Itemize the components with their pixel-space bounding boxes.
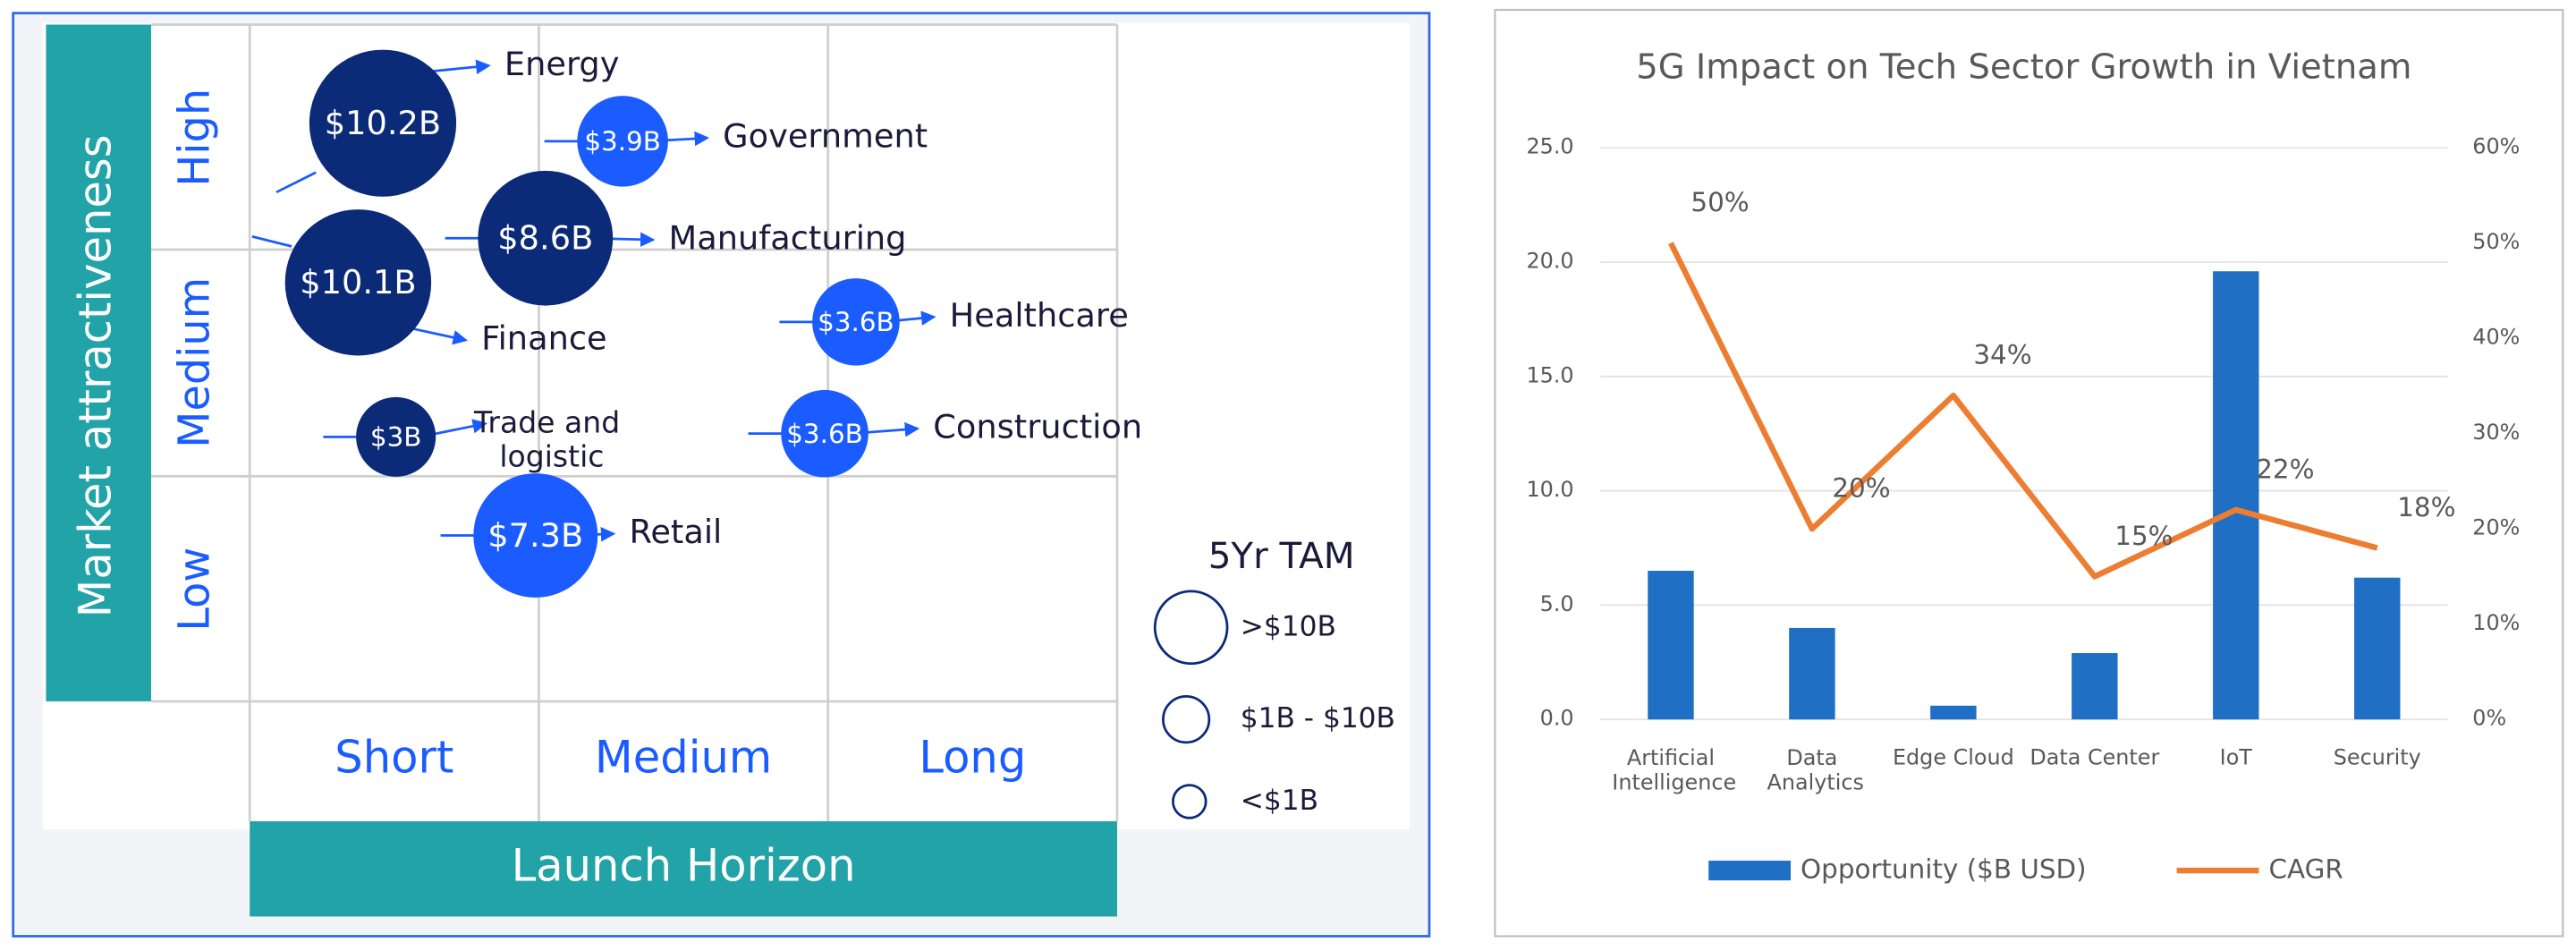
bubble-name: Trade and logistic (473, 404, 620, 473)
legend-swatch (1708, 861, 1792, 881)
bubble (478, 170, 614, 306)
bubble-name: Retail (629, 513, 722, 551)
line-series (1668, 242, 2378, 580)
arrow (251, 235, 292, 248)
y-tick-label: 0.0 (1540, 706, 1574, 731)
legend-symbol (1172, 784, 1208, 819)
data-label: 18% (2397, 492, 2455, 522)
bubble-name: Healthcare (950, 296, 1129, 335)
matrix-bg (42, 22, 1410, 830)
y2-tick-label: 40% (2472, 325, 2520, 350)
x-tick-label: Artificial Intelligence (1606, 745, 1736, 794)
y-tick-label: 15.0 (1526, 362, 1573, 387)
x-tick-label: Security (2334, 745, 2421, 770)
right-panel (1494, 8, 2564, 938)
bubble-value-label: $8.6B (497, 219, 593, 258)
y-tick-label: 5.0 (1540, 591, 1574, 616)
y2-tick-label: 10% (2472, 610, 2520, 635)
legend-label: CAGR (2269, 854, 2343, 885)
bar (2213, 271, 2259, 720)
y-axis-label: Market attractiveness (70, 134, 122, 617)
y2-tick-label: 30% (2472, 420, 2520, 445)
y-category-label: Low (170, 548, 219, 632)
bubble-value-label: $3.6B (818, 307, 894, 337)
bubble-name: Energy (504, 45, 620, 83)
data-label: 22% (2256, 454, 2314, 484)
bubble-name: Finance (481, 319, 607, 358)
y2-tick-label: 50% (2472, 229, 2520, 254)
bubble (473, 473, 598, 598)
legend-label: >$10B (1241, 610, 1336, 642)
legend-label: <$1B (1241, 785, 1318, 817)
y-category-label: Medium (170, 277, 219, 448)
data-label: 20% (1832, 473, 1890, 504)
bubble-name: Government (723, 117, 928, 156)
bubble-value-label: $3B (370, 422, 422, 453)
x-category-label: Medium (595, 732, 772, 784)
bubble (812, 278, 900, 366)
bubble (356, 396, 436, 477)
x-label-band (250, 820, 1117, 917)
y-tick-label: 20.0 (1526, 249, 1573, 274)
chart-title: 5G Impact on Tech Sector Growth in Vietn… (1636, 47, 2411, 88)
y2-tick-label: 20% (2472, 515, 2520, 540)
bubble-name: Construction (933, 408, 1142, 446)
legend-symbol (1162, 695, 1211, 744)
x-axis-label: Launch Horizon (512, 840, 856, 892)
y-tick-label: 10.0 (1526, 477, 1573, 502)
bubble-value-label: $3.9B (584, 126, 661, 157)
x-category-label: Long (919, 732, 1026, 784)
legend-label: Opportunity ($B USD) (1801, 854, 2087, 885)
bubble (781, 389, 869, 478)
bubble-value-label: $3.6B (786, 419, 863, 449)
y-label-band (46, 24, 151, 701)
x-tick-label: Data Analytics (1760, 745, 1864, 794)
bubble (284, 209, 432, 356)
bar (1789, 627, 1835, 720)
y2-tick-label: 0% (2472, 706, 2506, 731)
x-category-label: Short (335, 732, 453, 784)
legend-label: $1B - $10B (1241, 702, 1395, 734)
data-label: 34% (1973, 340, 2031, 370)
x-tick-label: Edge Cloud (1893, 745, 2014, 770)
x-tick-label: IoT (2220, 745, 2253, 770)
bar (2072, 653, 2118, 720)
data-label: 50% (1690, 187, 1749, 217)
y-tick-label: 25.0 (1526, 134, 1573, 159)
x-tick-label: Data Center (2029, 745, 2159, 770)
bubble (309, 49, 457, 197)
bubble-value-label: $10.1B (300, 263, 416, 301)
bubble-value-label: $7.3B (487, 516, 583, 555)
data-label: 15% (2114, 521, 2173, 551)
y2-tick-label: 60% (2472, 134, 2520, 159)
combo-chart: 5G Impact on Tech Sector Growth in Vietn… (1526, 47, 2520, 885)
arrow (427, 59, 491, 74)
bar (1930, 705, 1977, 720)
bubble (577, 96, 668, 187)
legend-symbol (1153, 590, 1229, 666)
bubble-name: Manufacturing (669, 219, 907, 258)
bubble-chart: Market attractiveness Launch Horizon High M… (46, 23, 1395, 917)
legend-title: 5Yr TAM (1208, 535, 1355, 577)
bar (2354, 577, 2401, 720)
y-category-label: High (170, 89, 219, 187)
bubble-value-label: $10.2B (325, 104, 441, 142)
arrow (275, 171, 317, 194)
bar (1648, 571, 1694, 720)
